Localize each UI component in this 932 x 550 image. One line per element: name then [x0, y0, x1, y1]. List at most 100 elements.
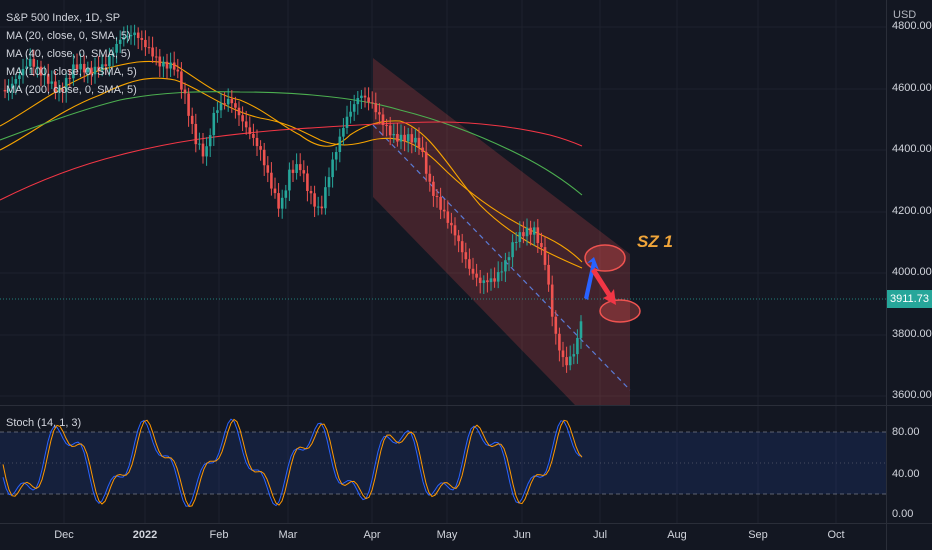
- last-price-badge: 3911.73: [887, 290, 932, 308]
- stoch-k-line: [2, 418, 583, 507]
- candle-body: [165, 61, 169, 69]
- candle-body: [504, 260, 507, 272]
- candle-body: [460, 241, 464, 253]
- candle-body: [518, 232, 522, 242]
- candle-body: [568, 356, 572, 366]
- candle-body: [439, 197, 442, 210]
- candle-body: [248, 127, 252, 134]
- moving-average-line: [0, 121, 583, 201]
- legend-ma-20[interactable]: MA (20, close, 0, SMA, 5): [6, 30, 131, 42]
- candle-body: [576, 337, 579, 355]
- candle-body: [72, 64, 75, 79]
- moving-averages: [0, 60, 583, 269]
- candle-body: [367, 97, 370, 103]
- candle-body: [237, 107, 241, 116]
- candle-body: [554, 316, 558, 334]
- candle-body: [424, 151, 428, 174]
- candle-body: [169, 62, 172, 69]
- candle-body: [54, 81, 57, 92]
- candle-body: [385, 124, 388, 126]
- candle-body: [241, 115, 244, 122]
- candle-body: [486, 280, 489, 283]
- candle-body: [86, 67, 90, 73]
- price-tick: 4600.00: [892, 82, 932, 94]
- stoch-d-line: [2, 418, 583, 507]
- candle-body: [302, 170, 306, 174]
- price-tick: 3800.00: [892, 328, 932, 340]
- candle-body: [61, 88, 64, 92]
- time-tick: Oct: [827, 529, 845, 541]
- candle-body: [158, 56, 162, 67]
- candle-body: [28, 58, 32, 67]
- stochastic-lines: [2, 418, 583, 507]
- candle-body: [471, 268, 475, 274]
- up-arrow-icon: [584, 257, 599, 300]
- candle-body: [190, 115, 194, 124]
- candle-body: [320, 206, 324, 209]
- stoch-tick: 80.00: [892, 426, 920, 438]
- candle-body: [482, 280, 486, 284]
- candle-body: [46, 74, 50, 84]
- candle-body: [226, 98, 230, 105]
- legend-ma-200[interactable]: MA (200, close, 0, SMA, 5): [6, 84, 137, 96]
- candle-body: [338, 136, 342, 153]
- candle-body: [82, 63, 86, 73]
- candle-body: [208, 135, 212, 147]
- candle-body: [129, 35, 133, 37]
- candlesticks: [3, 24, 583, 373]
- candle-body: [399, 134, 403, 142]
- candle-body: [475, 273, 478, 278]
- candle-body: [7, 88, 10, 92]
- candle-body: [176, 69, 180, 72]
- time-tick: Mar: [278, 529, 298, 541]
- legend-ma-100[interactable]: MA (100, close, 0, SMA, 5): [6, 66, 137, 78]
- time-tick: Jun: [513, 529, 531, 541]
- candle-body: [374, 103, 378, 113]
- candle-body: [147, 47, 151, 49]
- candle-body: [104, 64, 108, 67]
- candle-body: [79, 63, 82, 70]
- candle-body: [428, 173, 432, 182]
- channel-midline: [372, 124, 631, 391]
- candle-body: [356, 98, 360, 105]
- candle-body: [122, 37, 126, 40]
- time-tick: Apr: [363, 529, 381, 541]
- candle-body: [446, 211, 450, 223]
- candle-body: [543, 247, 547, 265]
- candle-body: [511, 242, 514, 258]
- legend-ma-40[interactable]: MA (40, close, 0, SMA, 5): [6, 48, 131, 60]
- candle-body: [306, 173, 309, 192]
- symbol-title[interactable]: S&P 500 Index, 1D, SP: [6, 12, 121, 24]
- candle-body: [561, 350, 565, 358]
- time-tick: Aug: [667, 529, 687, 541]
- candle-body: [327, 177, 331, 188]
- candle-body: [565, 357, 568, 366]
- candle-body: [198, 143, 201, 145]
- candle-body: [352, 104, 356, 112]
- candle-body: [111, 52, 115, 56]
- moving-average-line: [0, 91, 583, 196]
- candle-body: [93, 66, 97, 75]
- candle-body: [32, 58, 36, 67]
- candle-body: [266, 165, 270, 173]
- candle-body: [18, 75, 21, 80]
- candle-body: [234, 103, 237, 108]
- candle-body: [36, 66, 39, 68]
- candle-body: [64, 77, 68, 92]
- candle-body: [572, 354, 576, 357]
- candle-body: [230, 98, 234, 104]
- candle-body: [100, 64, 104, 71]
- candle-body: [162, 61, 165, 67]
- down-arrow-icon: [591, 268, 616, 305]
- candle-body: [201, 143, 205, 157]
- candle-body: [280, 197, 284, 209]
- candle-body: [421, 147, 424, 152]
- candle-body: [478, 277, 482, 284]
- candle-body: [414, 137, 417, 143]
- candle-body: [273, 188, 277, 194]
- candle-body: [115, 43, 118, 53]
- candle-body: [154, 56, 158, 58]
- stoch-legend[interactable]: Stoch (14, 1, 3): [6, 417, 82, 429]
- candle-body: [140, 37, 144, 40]
